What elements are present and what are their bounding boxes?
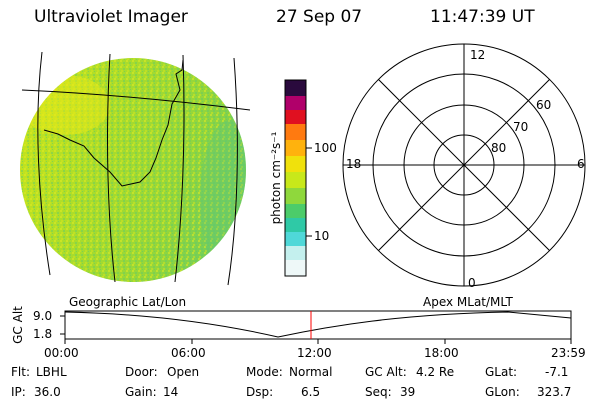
geographic-grid-overlay: [21, 51, 251, 286]
status-mode-label: Mode:: [246, 365, 283, 379]
altitude-ymax: 9.0: [33, 309, 53, 323]
lat-label-70: 70: [513, 120, 529, 134]
status-dsp-label: Dsp:: [246, 385, 274, 399]
status-door-value: Open: [167, 365, 200, 379]
status-glon-value: 323.7: [537, 385, 572, 399]
lat-label-60: 60: [536, 98, 552, 112]
time-tick-1800: 18:00: [424, 346, 459, 360]
status-glon-label: GLon:: [485, 385, 520, 399]
altitude-ymin: 1.8: [33, 327, 53, 341]
time-tick-2359: 23:59: [551, 346, 586, 360]
mlt-label-12: 12: [470, 48, 486, 62]
altitude-right-title: Apex MLat/MLT: [423, 295, 513, 309]
status-door-label: Door:: [125, 365, 158, 379]
time-readout: 11:47:39 UT: [430, 7, 535, 27]
date-readout: 27 Sep 07: [276, 7, 363, 27]
status-dsp-value: 6.5: [301, 385, 321, 399]
time-tick-0000: 00:00: [44, 346, 79, 360]
altitude-ylabel: GC Alt: [11, 306, 25, 344]
status-glat-label: GLat:: [485, 365, 518, 379]
mlt-label-18: 18: [346, 157, 362, 171]
status-glat-value: -7.1: [545, 365, 569, 379]
status-gcalt-label: GC Alt:: [365, 365, 407, 379]
altitude-left-title: Geographic Lat/Lon: [69, 295, 187, 309]
uv-earth-image: [20, 58, 246, 282]
status-mode-value: Normal: [289, 365, 333, 379]
status-ip-value: 36.0: [34, 385, 61, 399]
time-tick-1200: 12:00: [297, 346, 332, 360]
status-ip-label: IP:: [11, 385, 26, 399]
lat-label-80: 80: [491, 141, 507, 155]
mlt-label-0: 0: [468, 276, 476, 290]
colorbar-tick-10: 10: [314, 229, 330, 243]
altitude-plot: [60, 310, 572, 344]
status-filter-label: Flt:: [11, 365, 30, 379]
color-scale-bar: [284, 79, 312, 277]
colorbar-label: photon cm⁻²s⁻¹: [269, 131, 283, 225]
mlt-label-6: 6: [577, 157, 585, 171]
status-filter-value: LBHL: [36, 365, 67, 379]
colorbar-tick-100: 100: [314, 141, 337, 155]
status-seq-value: 39: [400, 385, 416, 399]
status-seq-label: Seq:: [365, 385, 392, 399]
status-gcalt-value: 4.2 Re: [416, 365, 455, 379]
status-gain-value: 14: [163, 385, 179, 399]
app-title: Ultraviolet Imager: [34, 7, 188, 27]
status-gain-label: Gain:: [125, 385, 157, 399]
time-tick-0600: 06:00: [171, 346, 206, 360]
polar-grid: [342, 43, 586, 287]
